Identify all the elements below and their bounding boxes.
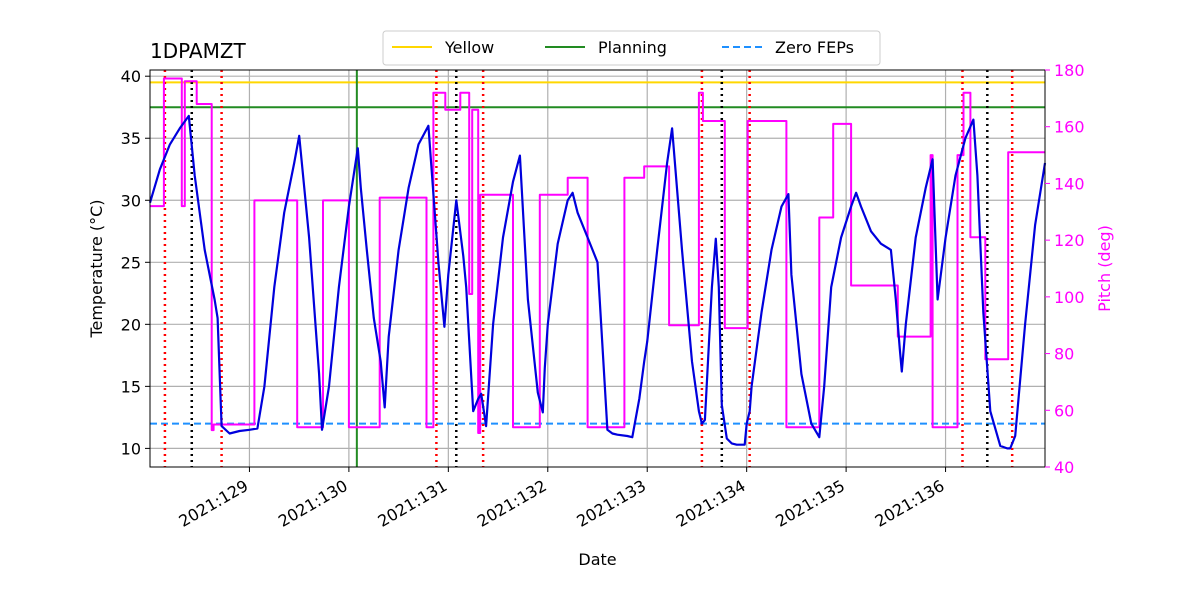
x-tick-label: 2021:133 xyxy=(573,476,649,531)
legend-label-planning: Planning xyxy=(598,38,667,57)
x-tick-label: 2021:132 xyxy=(474,476,550,531)
x-axis-label: Date xyxy=(578,550,616,569)
plot-frame xyxy=(149,69,1046,468)
chart-title: 1DPAMZT xyxy=(150,39,247,63)
y-right-tick-label: 140 xyxy=(1054,174,1085,193)
legend-label-zero-feps: Zero FEPs xyxy=(775,38,854,57)
y-axis-right-ticks: 40 60 80 100 120 140 160 180 xyxy=(1045,61,1085,477)
y-left-tick-label: 20 xyxy=(121,315,141,334)
y-left-tick-label: 35 xyxy=(121,129,141,148)
grid xyxy=(150,70,1045,467)
series xyxy=(148,77,1047,450)
legend-box xyxy=(382,30,881,66)
y-right-tick-label: 160 xyxy=(1054,118,1085,137)
y-right-tick-label: 180 xyxy=(1054,61,1085,80)
legend-label-yellow: Yellow xyxy=(444,38,494,57)
y-right-tick-label: 120 xyxy=(1054,231,1085,250)
y-left-tick-label: 10 xyxy=(121,439,141,458)
x-tick-label: 2021:135 xyxy=(772,476,848,531)
legend: Yellow Planning Zero FEPs xyxy=(382,30,881,66)
x-tick-label: 2021:134 xyxy=(673,476,749,531)
x-axis-ticks: 2021:129 2021:130 2021:131 2021:132 2021:133… xyxy=(176,467,948,531)
y-right-tick-label: 40 xyxy=(1054,458,1074,477)
y-right-tick-label: 80 xyxy=(1054,345,1074,364)
y-right-tick-label: 100 xyxy=(1054,288,1085,307)
y-axis-left-label: Temperature (°C) xyxy=(87,199,106,338)
x-tick-label: 2021:136 xyxy=(872,476,948,531)
y-left-tick-label: 40 xyxy=(121,67,141,86)
x-tick-label: 2021:130 xyxy=(275,476,351,531)
y-left-tick-label: 25 xyxy=(121,253,141,272)
pitch-series-line xyxy=(150,77,1045,434)
x-tick-label: 2021:131 xyxy=(374,476,450,531)
y-axis-right-label: Pitch (deg) xyxy=(1095,225,1114,312)
threshold-lines xyxy=(150,81,1045,425)
temperature-series-line xyxy=(148,114,1047,450)
y-left-tick-label: 15 xyxy=(121,377,141,396)
y-left-tick-label: 30 xyxy=(121,191,141,210)
y-axis-left-ticks: 10 15 20 25 30 35 40 xyxy=(121,67,150,458)
y-right-tick-label: 60 xyxy=(1054,401,1074,420)
x-tick-label: 2021:129 xyxy=(176,476,252,531)
